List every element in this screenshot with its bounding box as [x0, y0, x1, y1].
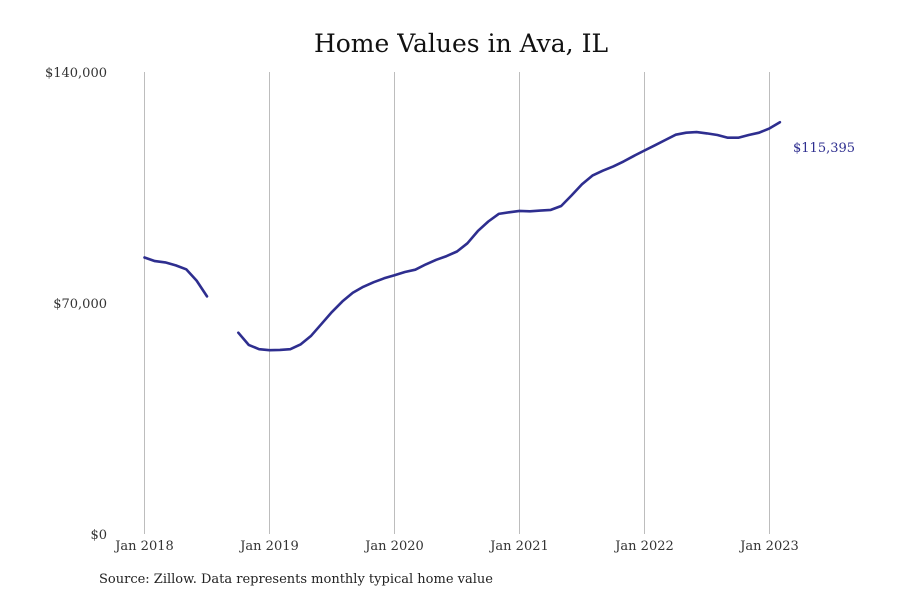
- x-tick-label: Jan 2022: [613, 539, 674, 554]
- y-axis-tick-labels: $0 $70,000 $140,000: [45, 66, 107, 543]
- x-tick-label: Jan 2019: [238, 539, 299, 554]
- x-tick-label: Jan 2021: [488, 539, 549, 554]
- series-line-segment: [143, 256, 209, 298]
- latest-value-label: $115,395: [793, 141, 855, 156]
- y-tick-label: $140,000: [45, 66, 107, 81]
- vertical-gridlines: [144, 72, 770, 534]
- home-value-series: [143, 120, 782, 352]
- x-axis-tick-labels: Jan 2018 Jan 2019 Jan 2020 Jan 2021 Jan 2022…: [113, 539, 799, 554]
- chart-title: Home Values in Ava, IL: [314, 29, 608, 58]
- series-line-segment: [237, 120, 782, 352]
- source-note: Source: Zillow. Data represents monthly …: [99, 572, 493, 587]
- y-tick-label: $70,000: [53, 297, 107, 312]
- y-tick-label: $0: [90, 528, 107, 543]
- x-tick-label: Jan 2023: [738, 539, 799, 554]
- x-tick-label: Jan 2018: [113, 539, 174, 554]
- x-tick-label: Jan 2020: [363, 539, 424, 554]
